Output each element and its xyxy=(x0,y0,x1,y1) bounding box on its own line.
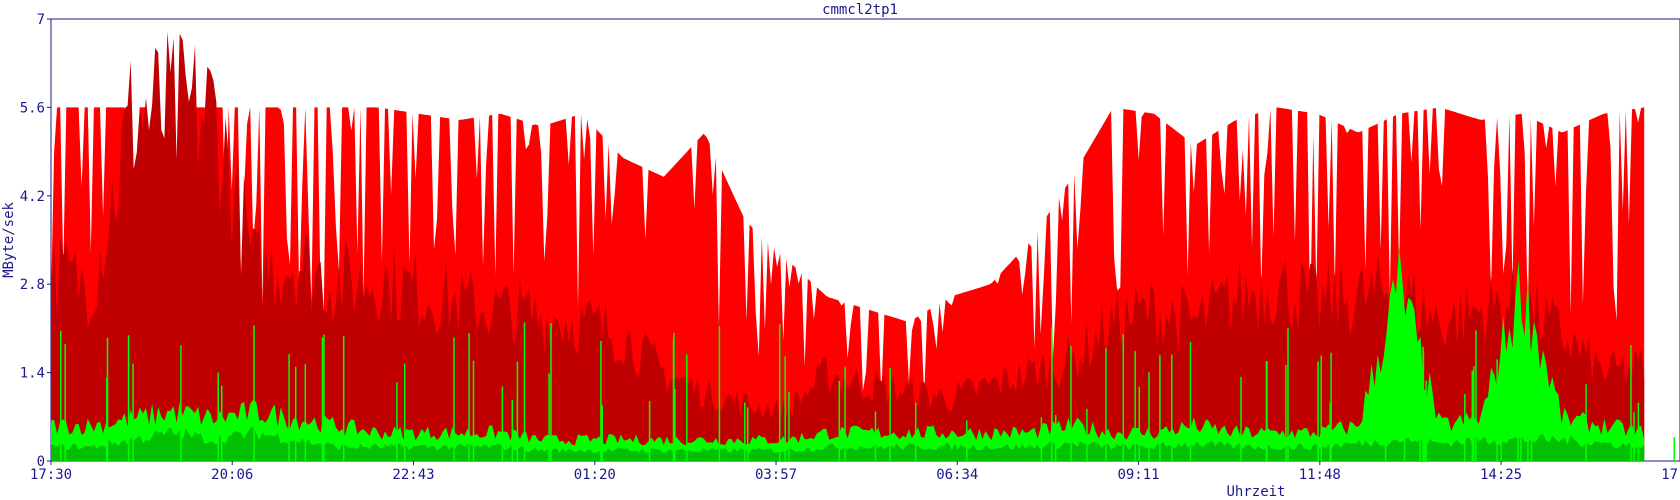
chart-title: cmmcl2tp1 xyxy=(822,2,898,18)
y-axis-label: MByte/sek xyxy=(1,202,17,278)
x-axis: 17:30 20:06 22:43 01:20 03:57 06:34 09:11 11:48… xyxy=(30,461,1680,483)
x-axis-label: Uhrzeit xyxy=(1226,484,1285,500)
x-tick-label: 14:25 xyxy=(1480,467,1522,483)
x-tick-label: 22:43 xyxy=(392,467,434,483)
x-tick-label: 09:11 xyxy=(1117,467,1159,483)
series-area-1 xyxy=(51,31,1645,461)
y-axis: 0 1.4 2.8 4.2 5.6 7 xyxy=(20,12,51,470)
y-tick-label: 0 xyxy=(37,454,45,470)
y-tick-label: 4.2 xyxy=(20,189,45,205)
y-tick-label: 1.4 xyxy=(20,366,45,382)
x-tick-label: 06:34 xyxy=(936,467,978,483)
x-tick-label: 17:30 xyxy=(30,467,72,483)
y-tick-label: 5.6 xyxy=(20,100,45,116)
x-tick-label: 17:02 xyxy=(1661,467,1680,483)
series-layer xyxy=(51,31,1645,462)
y-tick-label: 2.8 xyxy=(20,277,45,293)
y-tick-label: 7 xyxy=(37,12,45,28)
x-tick-label: 01:20 xyxy=(574,467,616,483)
x-tick-label: 20:06 xyxy=(211,467,253,483)
spike-layer xyxy=(60,322,1675,461)
series-area-3 xyxy=(51,426,1645,461)
x-tick-label: 03:57 xyxy=(755,467,797,483)
x-tick-label: 11:48 xyxy=(1299,467,1341,483)
